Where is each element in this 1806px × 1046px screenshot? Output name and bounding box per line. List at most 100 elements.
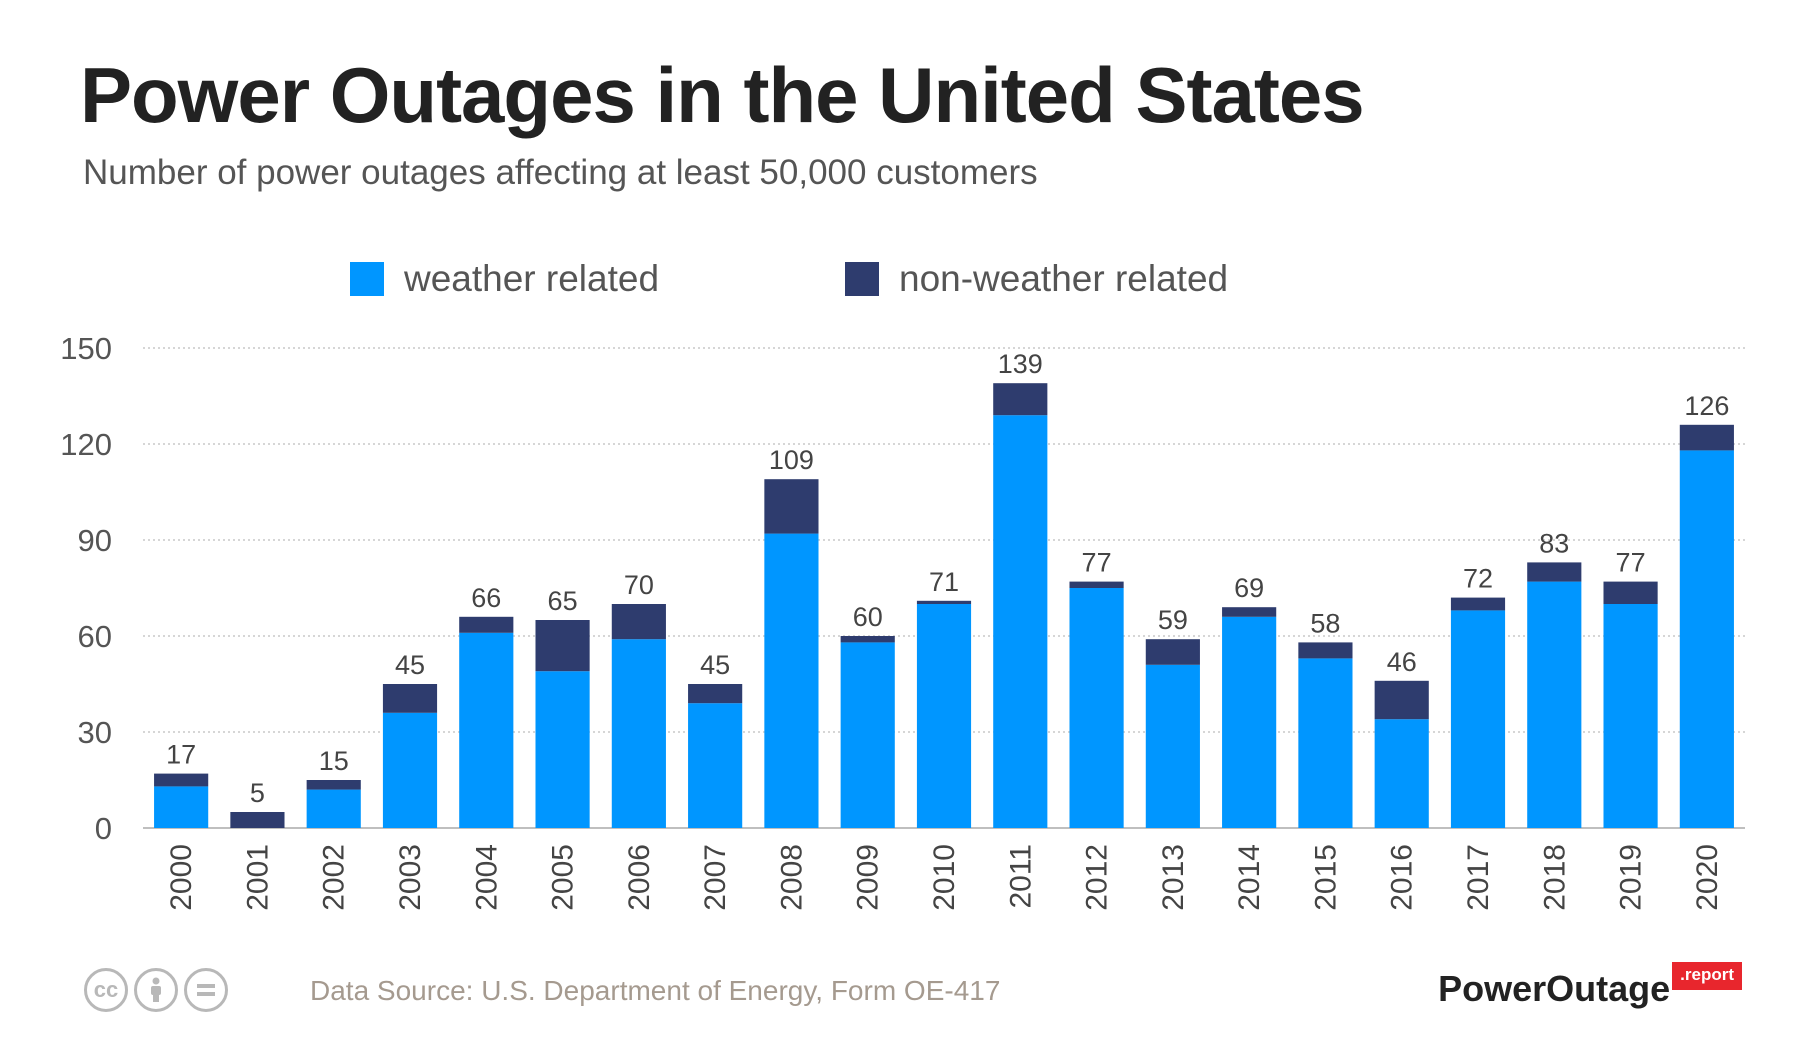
bar-non-weather-2020 [1679, 424, 1734, 451]
x-tick-label-2018: 2018 [1538, 844, 1571, 911]
x-tick-label-2001: 2001 [241, 844, 274, 911]
x-tick-label-2016: 2016 [1386, 844, 1419, 911]
y-tick-label: 60 [78, 619, 112, 654]
x-tick-label-2014: 2014 [1233, 844, 1266, 911]
license-icons: cc [84, 968, 228, 1012]
x-tick-label-2002: 2002 [318, 844, 351, 911]
brand-badge: .report [1672, 962, 1742, 990]
data-label-2019: 77 [1616, 548, 1646, 578]
legend-label-non-weather: non-weather related [899, 258, 1229, 299]
data-label-2016: 46 [1387, 647, 1417, 677]
data-label-2008: 109 [769, 445, 814, 475]
data-label-2010: 71 [929, 567, 959, 597]
bar-weather-2002 [306, 789, 361, 828]
y-tick-label: 90 [78, 523, 112, 558]
legend-swatch-non-weather [845, 262, 879, 296]
bar-non-weather-2008 [764, 479, 819, 534]
x-tick-label-2005: 2005 [547, 844, 580, 911]
x-tick-label-2011: 2011 [1004, 844, 1037, 909]
bar-weather-2020 [1679, 450, 1734, 828]
bar-weather-2008 [764, 533, 819, 828]
bar-weather-2013 [1145, 664, 1200, 828]
data-label-2013: 59 [1158, 605, 1188, 635]
data-label-2015: 58 [1310, 608, 1340, 638]
data-label-2007: 45 [700, 650, 730, 680]
bar-weather-2012 [1069, 588, 1124, 828]
data-label-2012: 77 [1082, 548, 1112, 578]
data-label-2003: 45 [395, 650, 425, 680]
bar-non-weather-2001 [230, 812, 285, 828]
bar-weather-2018 [1527, 581, 1582, 828]
bar-weather-2004 [459, 632, 514, 828]
x-tick-label-2013: 2013 [1157, 844, 1190, 911]
data-label-2001: 5 [250, 778, 265, 808]
chart-legend: weather related non-weather related [0, 258, 1806, 308]
bar-weather-2010 [916, 604, 972, 828]
x-tick-label-2020: 2020 [1691, 844, 1724, 911]
bar-non-weather-2011 [993, 383, 1048, 416]
bar-non-weather-2000 [154, 773, 209, 787]
x-tick-label-2012: 2012 [1081, 844, 1114, 911]
brand-name: PowerOutage [1438, 968, 1671, 1009]
data-label-2011: 139 [998, 349, 1043, 379]
legend-item-non-weather: non-weather related [845, 258, 1228, 300]
x-tick-label-2006: 2006 [623, 844, 656, 911]
chart-title: Power Outages in the United States [80, 51, 1365, 139]
brand-logo[interactable]: PowerOutage .report [1438, 962, 1742, 1010]
x-tick-label-2015: 2015 [1309, 844, 1342, 911]
data-label-2020: 126 [1684, 391, 1729, 421]
bar-non-weather-2012 [1069, 581, 1124, 588]
bar-weather-2007 [688, 703, 743, 828]
bar-non-weather-2017 [1450, 597, 1506, 611]
y-tick-label: 150 [60, 331, 112, 366]
bar-non-weather-2013 [1145, 639, 1200, 665]
x-tick-label-2009: 2009 [852, 844, 885, 911]
legend-swatch-weather [350, 262, 384, 296]
x-tick-label-2008: 2008 [775, 844, 808, 911]
attribution-icon [134, 968, 178, 1012]
y-tick-label: 120 [60, 427, 112, 462]
data-label-2004: 66 [471, 583, 501, 613]
bar-non-weather-2007 [688, 684, 743, 704]
bar-non-weather-2016 [1374, 680, 1429, 720]
bar-non-weather-2015 [1298, 642, 1353, 659]
data-label-2002: 15 [319, 746, 349, 776]
bar-weather-2009 [840, 642, 895, 828]
y-tick-label: 30 [78, 715, 112, 750]
data-label-2005: 65 [548, 586, 578, 616]
no-derivatives-icon [184, 968, 228, 1012]
data-label-2006: 70 [624, 570, 654, 600]
bar-non-weather-2004 [459, 616, 514, 633]
bar-weather-2011 [993, 415, 1048, 828]
x-tick-label-2004: 2004 [470, 844, 503, 911]
bar-chart: 0 30 60 90 120 150 17 2000 5 2001 15 2002 45 2003 66 20… [60, 331, 1745, 911]
bar-weather-2014 [1222, 616, 1277, 828]
data-source: Data Source: U.S. Department of Energy, … [310, 975, 1001, 1006]
data-label-2000: 17 [166, 740, 196, 770]
x-tick-label-2019: 2019 [1615, 844, 1648, 911]
bar-non-weather-2010 [916, 600, 972, 604]
bar-non-weather-2014 [1222, 607, 1277, 617]
bar-weather-2000 [154, 786, 209, 828]
legend-label-weather: weather related [404, 258, 660, 299]
data-label-2009: 60 [853, 602, 883, 632]
x-tick-label-2000: 2000 [165, 844, 198, 911]
bar-non-weather-2006 [611, 604, 666, 640]
bar-non-weather-2009 [840, 636, 895, 643]
bar-weather-2016 [1374, 719, 1429, 828]
x-tick-label-2010: 2010 [928, 844, 961, 911]
x-tick-label-2017: 2017 [1462, 844, 1495, 911]
bar-non-weather-2002 [306, 780, 361, 790]
x-tick-label-2003: 2003 [394, 844, 427, 911]
bar-weather-2015 [1298, 658, 1353, 828]
bar-weather-2019 [1603, 604, 1658, 828]
bar-non-weather-2018 [1527, 562, 1582, 582]
legend-item-weather: weather related [350, 258, 659, 300]
bar-non-weather-2005 [535, 620, 590, 672]
data-label-2017: 72 [1463, 564, 1493, 594]
y-tick-label: 0 [95, 811, 112, 846]
bar-weather-2005 [535, 671, 590, 828]
bar-weather-2003 [382, 712, 438, 828]
x-tick-label-2007: 2007 [699, 844, 732, 911]
bar-weather-2017 [1450, 610, 1506, 828]
